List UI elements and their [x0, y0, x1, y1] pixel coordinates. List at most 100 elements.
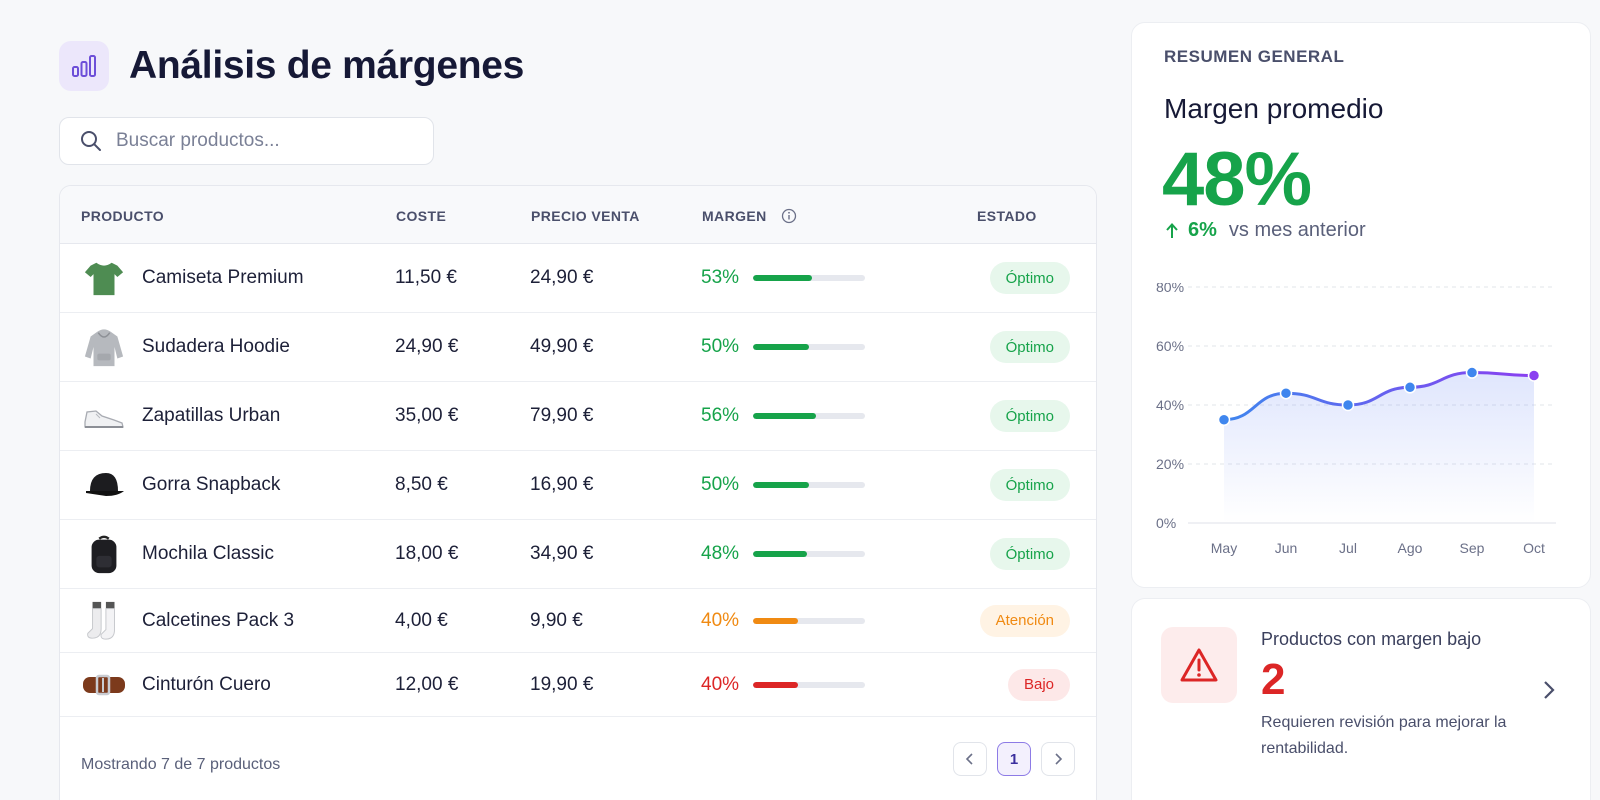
margin-cell: 53% [701, 244, 865, 312]
table-row[interactable]: Zapatillas Urban 35,00 € 79,90 € 56% Ópt… [60, 382, 1096, 451]
price-cell: 34,90 € [530, 543, 594, 564]
margin-percent: 56% [701, 405, 740, 426]
margin-cell: 56% [701, 382, 865, 450]
cost-cell: 24,90 € [395, 336, 459, 357]
table-row[interactable]: Cinturón Cuero 12,00 € 19,90 € 40% Bajo [60, 653, 1096, 717]
chevron-right-icon[interactable] [1542, 679, 1556, 701]
table-row[interactable]: Gorra Snapback 8,50 € 16,90 € 50% Óptimo [60, 451, 1096, 520]
search-input[interactable] [116, 130, 396, 152]
product-name: Gorra Snapback [142, 474, 281, 495]
margin-bar-fill [753, 681, 798, 688]
status-badge: Óptimo [989, 469, 1070, 501]
cost-cell: 12,00 € [395, 673, 459, 695]
summary-label: RESUMEN GENERAL [1164, 47, 1345, 66]
status-cell: Óptimo [989, 520, 1070, 588]
x-tick-label: Ago [1398, 540, 1423, 556]
product-name: Camiseta Premium [142, 267, 304, 288]
col-header-coste[interactable]: COSTE [396, 208, 447, 224]
price-cell: 79,90 € [530, 405, 594, 426]
data-point[interactable] [1217, 413, 1231, 426]
price-cell: 9,90 € [530, 609, 583, 631]
status-cell: Óptimo [989, 451, 1070, 519]
margin-percent: 50% [701, 474, 740, 495]
info-icon[interactable] [781, 208, 797, 224]
low-margin-alert[interactable]: Productos con margen bajo 2 Requieren re… [1131, 598, 1591, 800]
socks-icon [81, 598, 127, 644]
margin-bar [753, 617, 865, 624]
sneaker-icon [81, 393, 127, 439]
cost-cell: 8,50 € [395, 474, 448, 495]
margin-bar [753, 681, 865, 688]
cost-cell: 11,50 € [395, 267, 457, 288]
price-cell: 19,90 € [530, 673, 594, 695]
col-header-precio-venta[interactable]: PRECIO VENTA [531, 208, 640, 224]
results-count: Mostrando 7 de 7 productos [81, 756, 281, 773]
col-header-estado[interactable]: ESTADO [977, 208, 1037, 224]
y-tick-label: 60% [1156, 338, 1184, 354]
change-value: 6% [1188, 219, 1217, 241]
x-tick-label: Jun [1275, 540, 1298, 556]
data-point[interactable] [1279, 386, 1293, 400]
margin-bar-fill [753, 413, 816, 419]
change-label: vs mes anterior [1228, 219, 1366, 241]
margin-cell: 50% [701, 313, 865, 381]
summary-title: Margen promedio [1164, 93, 1384, 124]
table-row[interactable]: Calcetines Pack 3 4,00 € 9,90 € 40% Aten… [60, 589, 1096, 653]
margin-change: 6% vs mes anterior [1164, 219, 1366, 242]
summary-card: RESUMEN GENERAL Margen promedio 48% 6% v… [1131, 22, 1591, 588]
product-cell: Cinturón Cuero [81, 653, 271, 716]
margin-bar [753, 551, 865, 557]
data-point[interactable] [1341, 398, 1355, 412]
x-tick-label: Oct [1523, 540, 1545, 556]
page-title: Análisis de márgenes [129, 44, 525, 87]
table-row[interactable]: Mochila Classic 18,00 € 34,90 € 48% Ópti… [60, 520, 1096, 589]
margin-cell: 50% [701, 451, 865, 519]
product-cell: Gorra Snapback [81, 451, 280, 519]
tshirt-icon [81, 255, 127, 301]
table-row[interactable]: Camiseta Premium 11,50 € 24,90 € 53% Ópt… [60, 244, 1096, 313]
product-cell: Sudadera Hoodie [81, 313, 290, 381]
margin-bar-fill [753, 551, 807, 557]
margin-trend-chart: 0% 20% 40% 60% 80% May Jun Jul Ago Sep Oct [1156, 283, 1556, 556]
series-area [1224, 372, 1534, 523]
products-table: PRODUCTO COSTE PRECIO VENTA MARGEN ESTAD… [59, 185, 1097, 800]
cost-cell: 35,00 € [395, 405, 459, 426]
data-point[interactable] [1527, 369, 1541, 382]
margin-bar [753, 413, 865, 419]
average-margin-value: 48% [1162, 137, 1312, 222]
data-point[interactable] [1403, 381, 1417, 394]
product-cell: Calcetines Pack 3 [81, 589, 294, 652]
y-tick-label: 0% [1156, 515, 1176, 531]
alert-title: Productos con margen bajo [1261, 629, 1482, 649]
margin-bar-fill [753, 344, 809, 350]
status-cell: Atención [979, 589, 1070, 652]
data-point[interactable] [1465, 366, 1479, 379]
status-cell: Óptimo [989, 313, 1070, 381]
col-header-margen[interactable]: MARGEN [702, 208, 797, 224]
status-badge: Bajo [1007, 668, 1070, 701]
page-header: Análisis de márgenes [59, 41, 524, 91]
table-header: PRODUCTO COSTE PRECIO VENTA MARGEN ESTAD… [60, 186, 1096, 244]
cap-icon [81, 462, 127, 508]
margin-cell: 40% [701, 589, 865, 652]
low-margin-count: 2 [1261, 655, 1286, 704]
prev-page-button[interactable] [953, 742, 987, 776]
y-tick-label: 20% [1156, 456, 1184, 472]
cost-cell: 4,00 € [395, 609, 448, 631]
margin-cell: 40% [701, 653, 865, 716]
price-cell: 16,90 € [530, 474, 594, 495]
chevron-right-icon [1055, 753, 1063, 765]
status-badge: Atención [979, 604, 1070, 637]
alert-description: Requieren revisión para mejorar la renta… [1261, 714, 1507, 757]
next-page-button[interactable] [1041, 742, 1075, 776]
search-icon [81, 131, 101, 151]
table-row[interactable]: Sudadera Hoodie 24,90 € 49,90 € 50% Ópti… [60, 313, 1096, 382]
margin-bar [753, 482, 865, 488]
product-name: Mochila Classic [142, 543, 274, 564]
col-header-producto[interactable]: PRODUCTO [81, 208, 165, 224]
x-tick-label: Jul [1339, 540, 1357, 556]
page-1-button[interactable]: 1 [997, 742, 1031, 776]
margin-bar-fill [753, 275, 812, 281]
search-box[interactable] [59, 117, 434, 165]
chevron-left-icon [965, 753, 973, 765]
